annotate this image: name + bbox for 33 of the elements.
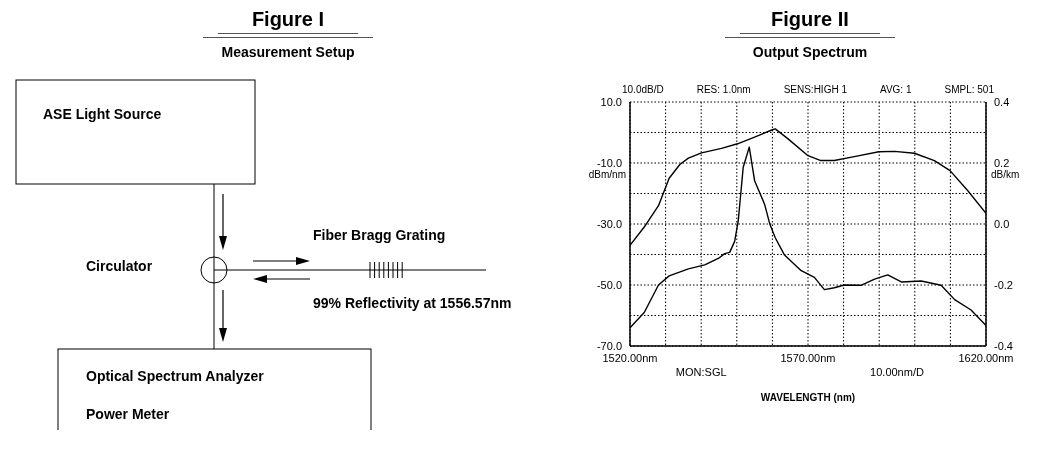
text: 99% Reflectivity at 1556.57nm — [313, 295, 512, 311]
text: 10.00nm/D — [870, 366, 924, 378]
text: Power Meter — [86, 406, 170, 422]
y2-tick-label: 0.4 — [994, 95, 1010, 108]
text: ASE Light Source — [43, 106, 162, 122]
y2-tick-label: 0.2 — [994, 156, 1010, 169]
text: Measurement Setup — [220, 44, 356, 60]
text: AVG: 1 — [879, 84, 912, 95]
text: Circulator — [86, 258, 153, 274]
text: SMPL: 501 — [944, 84, 994, 95]
x-tick-label: 1620.00nm — [958, 351, 1014, 364]
y2-tick-label: -0.2 — [994, 278, 1013, 291]
y-tick-label: -30.0 — [596, 217, 622, 230]
x-axis-title: WAVELENGTH (nm) — [759, 392, 857, 403]
chart-title: Figure II — [770, 8, 850, 31]
chart-subtitle: Output Spectrum — [751, 44, 869, 60]
y2-tick-label: -0.4 — [994, 339, 1013, 352]
y-tick-label: -70.0 — [596, 339, 622, 352]
y-axis-title: dBm/nm — [587, 169, 626, 180]
text: Fiber Bragg Grating — [313, 227, 446, 243]
text: RES: 1.0nm — [696, 84, 751, 95]
y-tick-label: -50.0 — [596, 278, 622, 291]
text: 10.0dB/D — [622, 84, 664, 95]
x-tick-label: 1520.00nm — [602, 351, 658, 364]
y-tick-label: 10.0 — [600, 95, 622, 108]
x-tick-label: 1570.00nm — [780, 351, 836, 364]
y2-axis-title: dB/km — [991, 169, 1020, 180]
text: Optical Spectrum Analyzer — [86, 368, 265, 384]
y-tick-label: -10.0 — [596, 156, 622, 169]
y2-tick-label: 0.0 — [994, 217, 1010, 230]
text: SENS:HIGH 1 — [783, 84, 847, 95]
text: MON:SGL — [675, 366, 727, 378]
text: Figure I — [250, 8, 326, 31]
